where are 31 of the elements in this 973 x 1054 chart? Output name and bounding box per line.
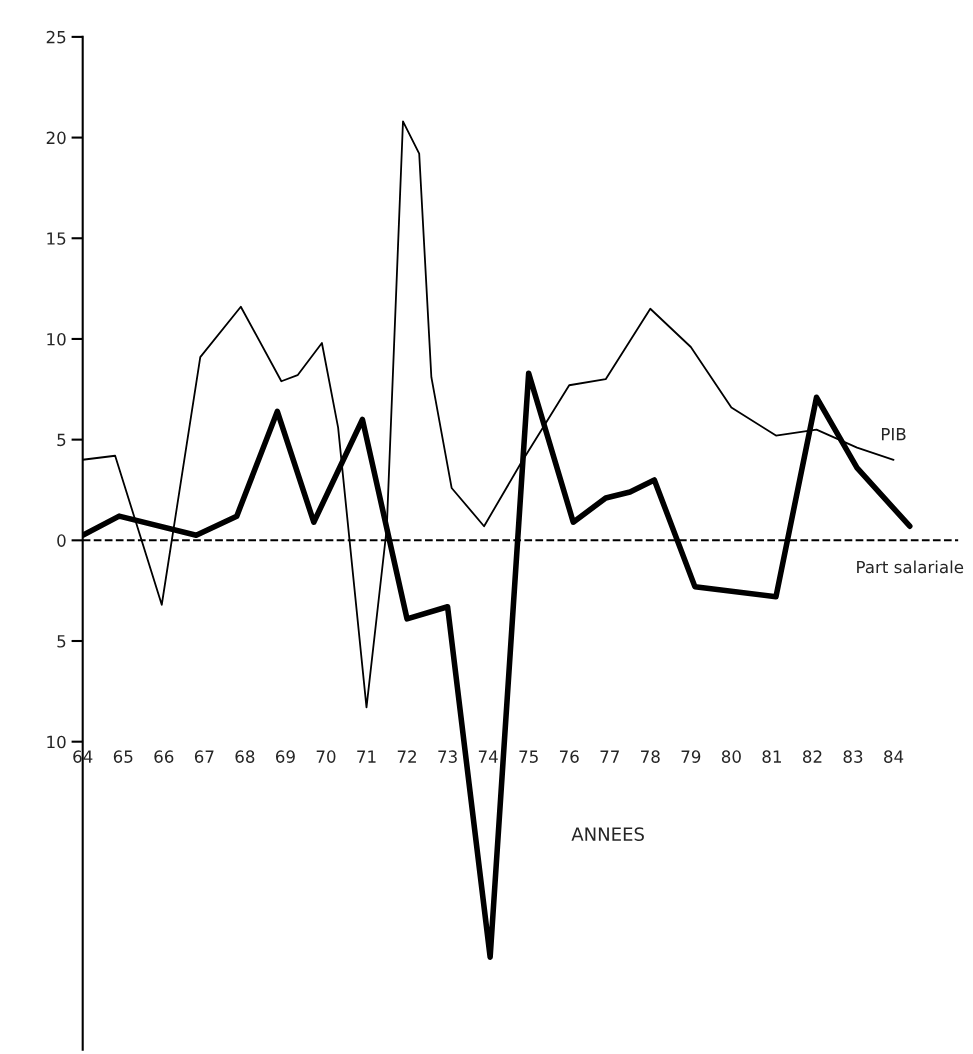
x-tick-label: 84 [884, 750, 904, 763]
y-tick-label: 0 [57, 534, 66, 547]
x-tick-label: 68 [235, 750, 255, 763]
x-tick-label: 82 [802, 750, 822, 763]
y-tick-label: 10 [47, 735, 66, 749]
x-tick-label: 77 [600, 750, 619, 763]
y-tick-label: 10 [47, 332, 66, 346]
x-tick-label: 80 [721, 750, 741, 763]
x-tick-label: 75 [519, 750, 538, 763]
y-tick-label: 5 [57, 635, 66, 648]
y-tick-label: 25 [46, 30, 66, 44]
x-tick-label: 78 [641, 750, 660, 763]
x-tick-label: 83 [843, 750, 863, 763]
x-tick-label: 67 [194, 750, 214, 763]
x-tick-label: 72 [397, 750, 416, 763]
x-axis-title: ANNEES [571, 827, 644, 841]
x-tick-label: 74 [478, 750, 498, 763]
x-tick-label: 73 [438, 750, 457, 763]
y-tick-label: 15 [47, 232, 66, 245]
x-tick-label: 70 [316, 750, 336, 763]
y-tick-label: 5 [57, 433, 66, 447]
x-tick-label: 66 [154, 750, 174, 763]
x-tick-label: 69 [275, 750, 295, 763]
y-tick-label: 20 [46, 131, 66, 145]
series-label: PIB [881, 428, 906, 441]
x-tick-label: 76 [559, 750, 579, 763]
text: Part salariale [857, 560, 964, 574]
x-tick-label: 81 [762, 750, 781, 763]
x-tick-label: 65 [113, 750, 133, 763]
x-tick-label: 71 [357, 750, 376, 763]
x-tick-label: 79 [681, 750, 701, 763]
